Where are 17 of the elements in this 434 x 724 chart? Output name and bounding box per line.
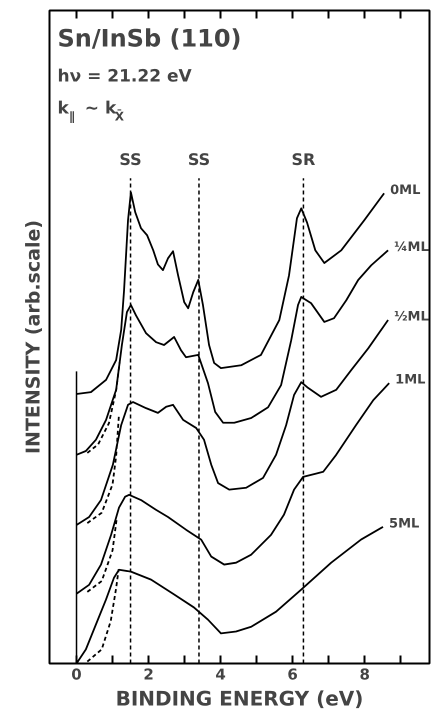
text: hν = 21.22 eV [58,66,192,86]
y-axis-title: INTENSITY (arb.scale) [22,220,44,454]
x-axis-title: BINDING ENERGY (eV) [116,686,364,710]
series-label: 0ML [390,182,420,198]
series-label: 1ML [395,372,426,388]
ref-line-label: SS [119,150,142,169]
x-tick-label: 2 [143,666,154,684]
series-label: 5ML [389,516,420,532]
x-tick-label: 0 [71,666,82,684]
x-tick-label: 6 [287,666,298,684]
ref-line-label: SR [292,150,316,169]
chart-title: Sn/InSb (110) [58,24,242,52]
x-tick-label: 4 [215,666,226,684]
series-label: ½ML [394,310,429,325]
series-label: ¼ML [394,240,429,255]
ref-line-label: SS [188,150,210,169]
x-tick-label: 8 [359,666,370,684]
